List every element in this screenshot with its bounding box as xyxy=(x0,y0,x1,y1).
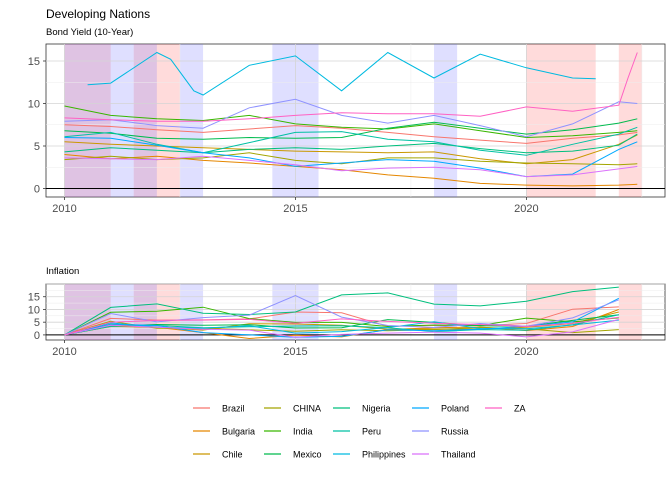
inflation-series xyxy=(64,286,620,340)
bond-yield-series-russia xyxy=(64,98,638,138)
inflation-shade-red-5 xyxy=(156,284,180,340)
legend-item-nigeria: Nigeria xyxy=(333,404,391,414)
bond-yield-xtick-label: 2010 xyxy=(52,203,76,215)
inflation-series-nigeria xyxy=(64,286,619,336)
bond-yield-y-axis: 0 5 10 15 xyxy=(28,56,46,196)
legend-label: ZA xyxy=(514,404,526,414)
bond-yield-series-thailand xyxy=(64,155,638,178)
legend-item-poland: Poland xyxy=(412,404,469,414)
inflation-shade-blue-6 xyxy=(179,284,204,340)
bond-yield-series-brazil xyxy=(64,124,638,144)
legend-item-peru: Peru xyxy=(333,427,381,437)
inflation-subtitle: Inflation xyxy=(46,266,79,277)
legend-label: Brazil xyxy=(222,404,245,414)
inflation-series-za xyxy=(64,316,619,336)
inflation-xtick-label: 2020 xyxy=(514,346,538,358)
bond-yield-shade-red-9 xyxy=(526,44,596,197)
inflation-shade-red-9 xyxy=(526,284,596,340)
bond-yield-ytick-label: 0 xyxy=(34,184,40,196)
bond-yield-series-mexico xyxy=(64,118,638,140)
legend-item-india: India xyxy=(264,427,313,437)
legend-label: Russia xyxy=(441,427,469,437)
legend-item-brazil: Brazil xyxy=(193,404,245,414)
bond-yield-ytick-label: 5 xyxy=(34,141,40,153)
inflation-x-axis: 2010 2015 2020 xyxy=(52,340,539,358)
legend-label: Mexico xyxy=(293,450,322,460)
bond-yield-series-poland xyxy=(64,137,638,178)
bond-yield-series-za xyxy=(64,52,638,122)
inflation-xtick-label: 2010 xyxy=(52,346,76,358)
bond-yield-series-bulgaria xyxy=(64,154,638,187)
bond-yield-ytick-label: 15 xyxy=(28,56,40,68)
legend: Brazil Bulgaria Chile CHINA India Mexico Niger… xyxy=(193,404,526,460)
legend-label: India xyxy=(293,427,313,437)
legend-label: Nigeria xyxy=(362,404,391,414)
inflation-series-india xyxy=(64,306,619,336)
legend-item-za: ZA xyxy=(485,404,526,414)
bond-yield-subtitle: Bond Yield (10-Year) xyxy=(46,27,133,38)
legend-label: Peru xyxy=(362,427,381,437)
legend-label: Chile xyxy=(222,450,243,460)
bond-yield-series-india xyxy=(64,105,638,139)
bond-yield-xtick-label: 2020 xyxy=(514,203,538,215)
bond-yield-series-nigeria xyxy=(64,133,638,154)
legend-label: Poland xyxy=(441,404,469,414)
legend-item-chile: Chile xyxy=(193,450,243,460)
bond-yield-panel: Bond Yield (10-Year) 0 5 10 15 2010 2015 2020 xyxy=(28,27,666,215)
bond-yield-shade-blue-8 xyxy=(434,44,458,197)
bond-yield-ytick-label: 10 xyxy=(28,99,40,111)
legend-label: Thailand xyxy=(441,450,476,460)
inflation-ytick-label: 5 xyxy=(34,317,40,329)
legend-item-mexico: Mexico xyxy=(264,450,322,460)
chart-title: Developing Nations xyxy=(46,7,150,21)
legend-item-philippines: Philippines xyxy=(333,450,406,460)
inflation-series-thailand xyxy=(64,318,619,338)
bond-yield-series-philippines xyxy=(87,51,596,96)
inflation-ytick-label: 0 xyxy=(34,330,40,342)
inflation-ytick-label: 10 xyxy=(28,304,40,316)
bond-yield-xtick-label: 2015 xyxy=(283,203,307,215)
legend-label: CHINA xyxy=(293,404,321,414)
bond-yield-series xyxy=(64,51,638,187)
inflation-xtick-label: 2015 xyxy=(283,346,307,358)
inflation-ytick-label: 15 xyxy=(28,292,40,304)
legend-item-thailand: Thailand xyxy=(412,450,476,460)
legend-item-russia: Russia xyxy=(412,427,469,437)
bond-yield-x-axis: 2010 2015 2020 xyxy=(52,197,539,215)
legend-item-bulgaria: Bulgaria xyxy=(193,427,255,437)
legend-item-china: CHINA xyxy=(264,404,321,414)
inflation-shade-red-10 xyxy=(618,284,642,340)
bond-yield-series-peru xyxy=(64,126,638,156)
legend-label: Bulgaria xyxy=(222,427,255,437)
legend-label: Philippines xyxy=(362,450,406,460)
